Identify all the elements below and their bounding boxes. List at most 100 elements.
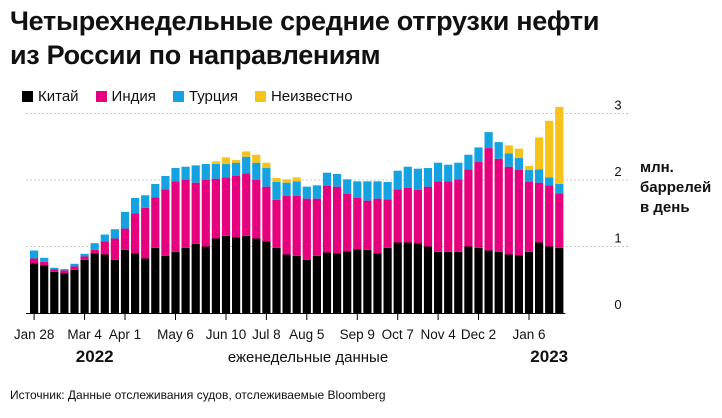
bar-segment-india — [312, 198, 321, 256]
y-axis-unit-label: млн. баррелей в день — [640, 158, 711, 218]
bar-segment-india — [474, 162, 483, 248]
bar-segment-china — [191, 243, 200, 313]
x-tick-label: Mar 4 — [67, 327, 102, 342]
bar-segment-turkey — [100, 234, 109, 242]
bar-segment-turkey — [30, 250, 39, 259]
legend-swatch-unknown — [254, 91, 266, 102]
bar-segment-turkey — [504, 153, 513, 167]
bar-segment-china — [50, 271, 59, 313]
bar-segment-india — [40, 261, 49, 266]
bar-segment-turkey — [464, 154, 473, 170]
bar-segment-turkey — [90, 243, 99, 250]
bar-segment-china — [413, 243, 422, 313]
bar-segment-turkey — [50, 267, 59, 270]
bar-segment-turkey — [40, 257, 49, 262]
bar-segment-turkey — [343, 179, 352, 194]
bar-segment-turkey — [211, 164, 220, 179]
bar-segment-india — [272, 199, 281, 248]
legend-item-india: Индия — [95, 88, 156, 105]
bar-segment-china — [120, 249, 130, 313]
bar-segment-unknown — [242, 151, 251, 157]
bar-segment-india — [181, 180, 190, 248]
bar-segment-china — [353, 249, 362, 313]
bar-segment-china — [282, 254, 291, 313]
bar-segment-india — [80, 256, 89, 260]
bar-segment-india — [70, 266, 79, 270]
bar-segment-unknown — [535, 137, 544, 170]
x-tick-label: Aug 5 — [289, 327, 324, 342]
bar-segment-india — [514, 170, 523, 256]
bar-segment-india — [161, 189, 170, 256]
bar-segment-india — [393, 189, 402, 243]
bar-segment-china — [555, 247, 564, 313]
bar-segment-india — [110, 238, 119, 260]
x-tick-label: Dec 2 — [461, 327, 496, 342]
bar-segment-india — [262, 186, 271, 242]
y-tick-label: 3 — [614, 98, 621, 113]
bar-segment-unknown — [545, 120, 554, 178]
bar-segment-china — [40, 265, 49, 313]
y-axis-tick-labels: 0 1 2 3 — [614, 98, 621, 313]
bar-segment-turkey — [161, 176, 170, 190]
legend-label-turkey: Турция — [188, 88, 238, 105]
bar-segment-india — [292, 195, 301, 256]
bar-segment-india — [464, 169, 473, 247]
chart-legend: Китай Индия Турция Неизвестно — [22, 88, 370, 105]
bar-segment-india — [484, 148, 493, 251]
bar-segment-turkey — [262, 168, 271, 187]
bar-segment-turkey — [232, 162, 241, 177]
bar-segment-unknown — [272, 178, 281, 182]
bar-segment-turkey — [333, 174, 342, 187]
bar-segment-india — [444, 181, 453, 252]
legend-label-unknown: Неизвестно — [270, 88, 353, 105]
bar-segment-china — [131, 253, 140, 313]
bar-segment-turkey — [494, 142, 503, 159]
bar-segment-unknown — [555, 106, 564, 184]
bar-segment-turkey — [120, 211, 130, 229]
bar-segment-unknown — [504, 145, 513, 154]
bar-segment-china — [403, 242, 412, 313]
bar-segment-turkey — [110, 229, 119, 239]
bar-segment-china — [514, 255, 523, 313]
chart-title: Четырехнедельные средние отгрузки нефти … — [10, 4, 710, 72]
bar-segment-india — [201, 180, 210, 247]
bar-segment-turkey — [535, 169, 544, 183]
bar-segment-turkey — [272, 181, 281, 200]
y-axis-unit-line-3: в день — [640, 199, 690, 216]
bar-segment-china — [464, 246, 473, 313]
bar-segment-india — [141, 207, 150, 259]
legend-swatch-india — [95, 91, 107, 102]
bar-segment-china — [110, 259, 119, 313]
x-tick-label: Oct 7 — [382, 327, 414, 342]
bar-segment-china — [393, 242, 402, 313]
legend-item-unknown: Неизвестно — [254, 88, 353, 105]
legend-swatch-turkey — [172, 91, 184, 102]
bar-segment-india — [252, 180, 261, 239]
bar-segment-india — [151, 197, 160, 248]
legend-label-china: Китай — [38, 88, 79, 105]
bar-segment-turkey — [312, 185, 321, 199]
bar-segment-china — [232, 237, 241, 313]
bar-segment-india — [90, 249, 99, 254]
bar-segment-china — [312, 255, 321, 313]
bar-segment-china — [343, 251, 352, 313]
bar-segment-turkey — [545, 177, 554, 186]
bar-segment-india — [100, 241, 109, 255]
bar-segment-turkey — [80, 253, 89, 257]
bar-segment-turkey — [514, 158, 523, 171]
bar-segment-china — [383, 247, 392, 313]
bar-segment-turkey — [292, 181, 301, 196]
bar-segment-turkey — [322, 172, 332, 186]
bar-segment-china — [201, 246, 210, 313]
source-note: Источник: Данные отслеживания судов, отс… — [10, 388, 386, 402]
bar-segment-turkey — [141, 195, 150, 208]
x-tick-label: Apr 1 — [109, 327, 141, 342]
bar-segment-turkey — [151, 183, 160, 198]
bar-segment-india — [242, 173, 251, 236]
bar-segment-india — [423, 186, 433, 247]
bar-segment-turkey — [242, 156, 251, 174]
bar-segment-turkey — [524, 170, 534, 182]
bar-segment-turkey — [474, 147, 483, 163]
bar-segment-turkey — [383, 181, 392, 200]
